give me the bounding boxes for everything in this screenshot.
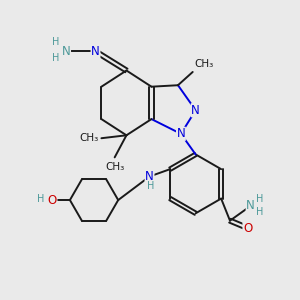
- Text: H: H: [256, 207, 264, 218]
- Text: H: H: [256, 194, 264, 205]
- Text: N: N: [62, 45, 70, 58]
- Text: CH₃: CH₃: [79, 133, 98, 143]
- Text: H: H: [52, 53, 59, 63]
- Text: N: N: [145, 170, 154, 183]
- Text: N: N: [246, 200, 255, 212]
- Text: N: N: [191, 104, 200, 117]
- Text: O: O: [48, 194, 57, 207]
- Text: H: H: [147, 181, 155, 191]
- Text: N: N: [176, 127, 185, 140]
- Text: N: N: [91, 45, 100, 58]
- Text: O: O: [243, 221, 252, 235]
- Text: H: H: [52, 37, 59, 47]
- Text: H: H: [38, 194, 45, 204]
- Text: CH₃: CH₃: [194, 59, 213, 69]
- Text: CH₃: CH₃: [105, 162, 124, 172]
